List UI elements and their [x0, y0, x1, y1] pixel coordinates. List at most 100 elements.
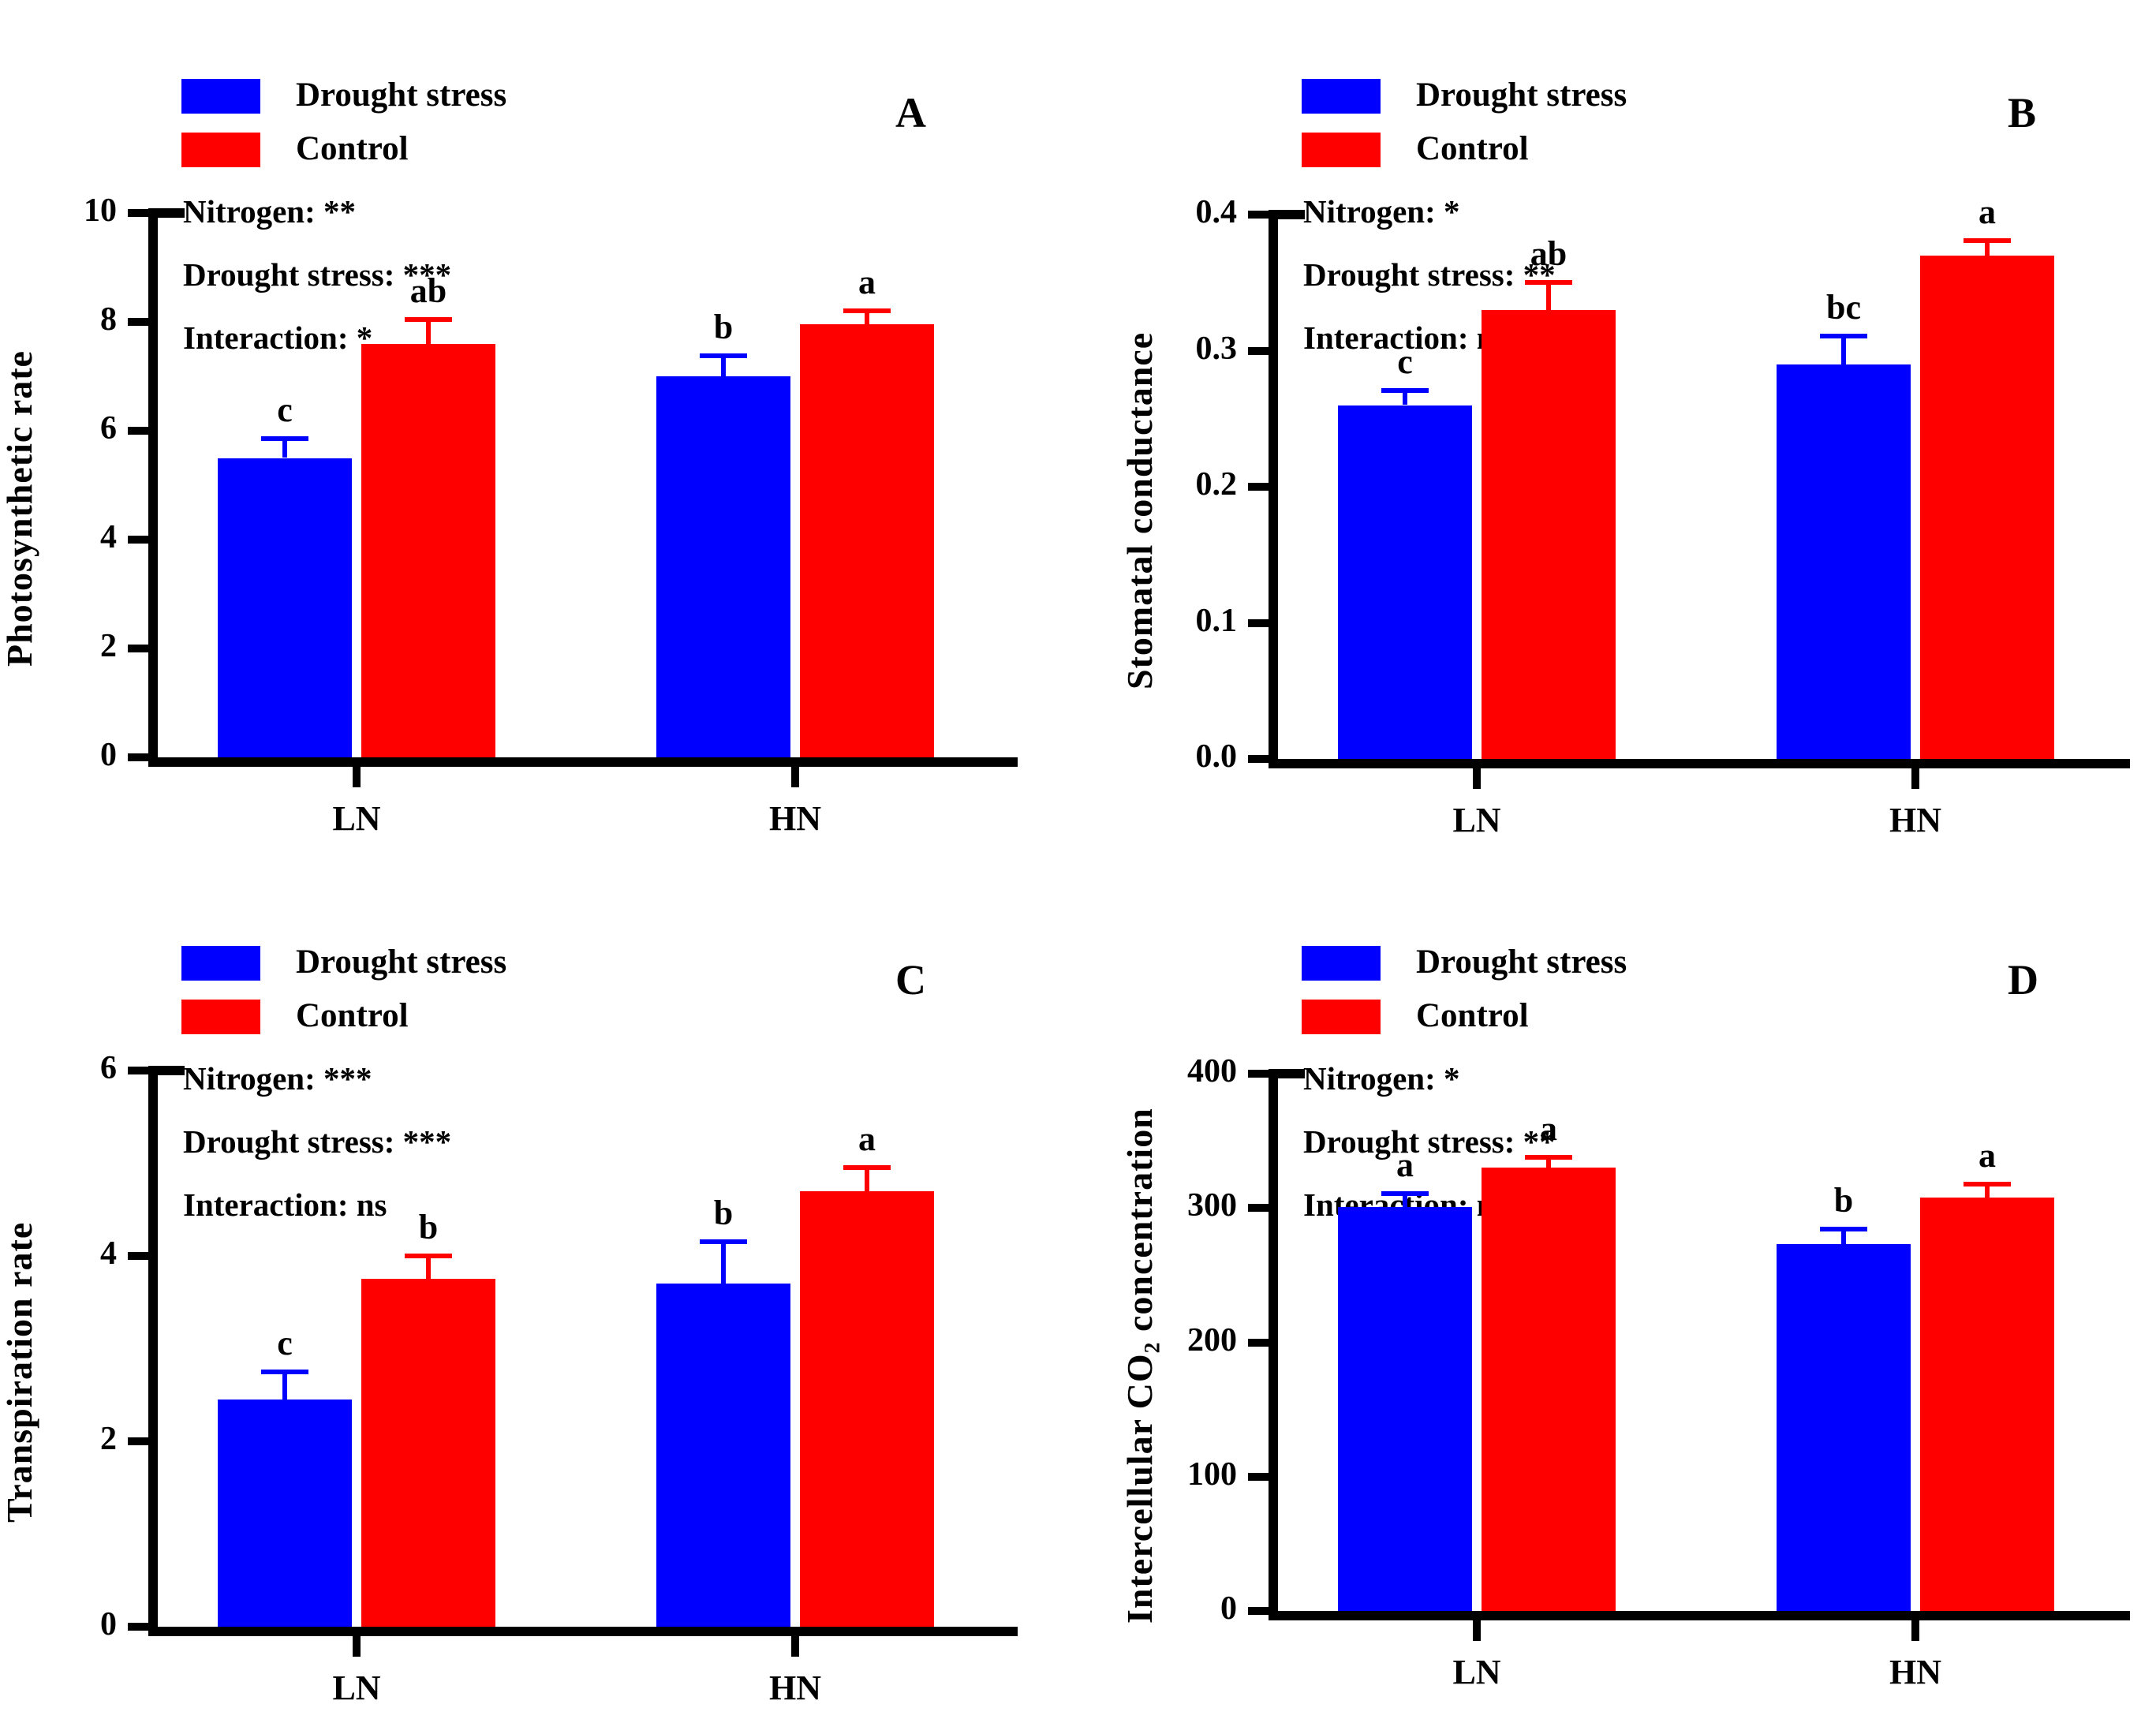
legend-swatch-control: [1302, 133, 1381, 167]
y-tick-label: 0.3: [1195, 330, 1238, 367]
significance-letter: ab: [409, 271, 447, 310]
legend-swatch-control: [181, 1000, 260, 1034]
y-axis-label: Transpiration rate: [0, 1221, 39, 1523]
error-bar-line: [1841, 335, 1846, 364]
y-tick-label: 6: [100, 1050, 117, 1086]
bar-drought-ln: [218, 1400, 352, 1627]
y-axis-label: Photosynthetic rate: [0, 350, 39, 667]
significance-letter: a: [1540, 1108, 1557, 1148]
legend-label: Drought stress: [1416, 77, 1627, 114]
y-tick-label: 0: [100, 1606, 117, 1642]
y-tick: [1248, 211, 1269, 219]
y-tick-label: 4: [100, 1235, 117, 1272]
x-axis: [1269, 759, 2130, 768]
legend-label: Control: [296, 130, 409, 167]
legend-label: Control: [1416, 130, 1529, 167]
y-tick-label: 0: [1220, 1590, 1237, 1627]
error-bar-line: [1546, 282, 1551, 310]
significance-letter: ab: [1530, 234, 1567, 274]
y-tick-label: 0: [100, 737, 117, 773]
bar-control-ln: [1482, 309, 1616, 759]
y-tick: [128, 753, 148, 761]
error-bar-cap: [700, 1239, 747, 1245]
error-bar-cap: [1525, 280, 1572, 286]
y-tick-label: 400: [1187, 1053, 1237, 1089]
x-category-label: LN: [1452, 801, 1501, 839]
legend-swatch-control: [181, 133, 260, 167]
y-tick-label: 6: [100, 410, 117, 447]
y-tick: [1248, 1070, 1269, 1078]
y-tick: [128, 318, 148, 326]
error-bar-cap: [1525, 1154, 1572, 1160]
error-bar-cap: [261, 436, 308, 442]
error-bar-line: [1985, 240, 1990, 256]
y-tick-label: 2: [100, 1421, 117, 1457]
y-tick: [1248, 1472, 1269, 1481]
error-bar-cap: [405, 1254, 452, 1258]
x-axis: [148, 757, 1018, 767]
error-bar-cap: [1381, 1190, 1429, 1196]
y-tick-label: 10: [84, 192, 117, 229]
stats-line: Drought stress: ***: [183, 256, 452, 293]
bar-control-hn: [1920, 1197, 2054, 1611]
error-bar-line: [1403, 390, 1407, 405]
y-tick: [128, 1437, 148, 1445]
stats-line: Interaction: *: [183, 320, 373, 356]
error-bar-cap: [700, 353, 747, 358]
error-bar-line: [282, 439, 287, 458]
y-tick-label: 300: [1187, 1187, 1237, 1224]
significance-letter: c: [277, 1323, 293, 1362]
legend-swatch-drought: [1302, 79, 1381, 114]
y-axis: [148, 208, 158, 767]
stats-line: Nitrogen: *: [1303, 1060, 1460, 1097]
bar-control-hn: [800, 1190, 934, 1627]
error-bar-line: [865, 1168, 869, 1191]
significance-letter: a: [858, 1119, 876, 1159]
legend-swatch-drought: [181, 946, 260, 981]
y-tick: [128, 1623, 148, 1631]
stats-line: Drought stress: **: [1303, 256, 1556, 293]
significance-letter: c: [1397, 342, 1413, 381]
y-tick: [1248, 1338, 1269, 1347]
panel-letter: D: [2008, 956, 2038, 1003]
y-tick: [128, 645, 148, 652]
error-bar-cap: [843, 1165, 891, 1171]
y-tick-label: 0.2: [1195, 466, 1238, 503]
bar-drought-hn: [656, 376, 790, 757]
panel-letter: A: [895, 89, 926, 136]
y-tick-label: 100: [1187, 1456, 1237, 1493]
bar-drought-hn: [1777, 1244, 1911, 1611]
error-bar-line: [426, 1256, 431, 1280]
error-bar-line: [426, 319, 431, 344]
y-axis-label: Stomatal conductance: [1119, 331, 1160, 689]
y-tick: [1248, 483, 1269, 491]
error-bar-cap: [1820, 333, 1867, 338]
legend-label: Drought stress: [296, 77, 507, 114]
legend-label: Control: [1416, 997, 1529, 1034]
stats-line: Nitrogen: **: [183, 193, 357, 230]
error-bar-line: [721, 355, 726, 376]
x-category-label: LN: [332, 1669, 381, 1707]
error-bar-line: [1985, 1183, 1990, 1198]
error-bar-line: [1546, 1157, 1551, 1168]
x-tick: [1473, 1620, 1481, 1641]
bar-control-hn: [1920, 255, 2054, 759]
stats-line: Interaction: ns: [1303, 320, 1508, 356]
significance-letter: a: [1396, 1145, 1414, 1184]
x-tick: [1911, 1620, 1919, 1641]
significance-letter: b: [418, 1208, 439, 1246]
y-tick-label: 4: [100, 519, 117, 555]
legend-swatch-drought: [181, 79, 260, 114]
y-tick: [128, 536, 148, 544]
error-bar-cap: [1820, 1227, 1867, 1232]
x-tick: [791, 1636, 799, 1657]
error-bar-line: [865, 311, 869, 325]
y-axis-top-elbow: [158, 1066, 185, 1075]
stats-line: Nitrogen: ***: [183, 1060, 372, 1097]
y-tick-label: 200: [1187, 1321, 1237, 1358]
y-axis-top-elbow: [1278, 1069, 1305, 1078]
stats-line: Drought stress: ***: [183, 1123, 452, 1160]
significance-letter: c: [277, 391, 293, 430]
x-tick: [1911, 768, 1919, 789]
